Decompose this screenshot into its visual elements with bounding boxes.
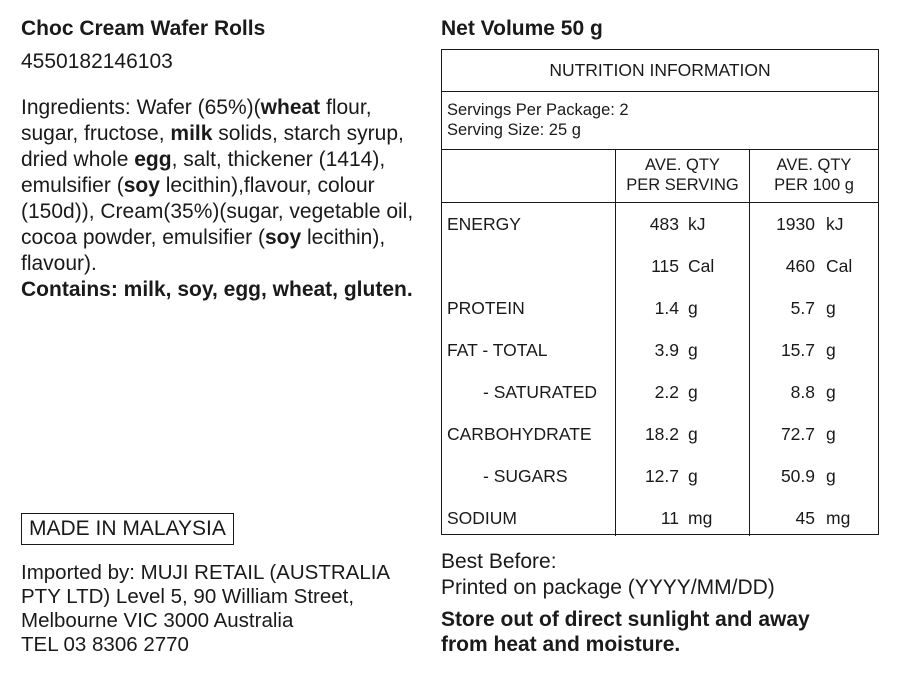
per100-unit: mg <box>826 508 851 528</box>
per-serving-values: 483 kJ 115 Cal 1.4 g 3.9 g 2.2 g 18.2 g … <box>616 203 750 536</box>
header-line: AVE. QTY <box>645 156 720 174</box>
per-100g-header: AVE. QTY PER 100 g <box>750 150 878 202</box>
serving-value: 2.2 <box>654 382 679 402</box>
ingredients-part: flour, sugar, fructose, <box>21 96 372 145</box>
nutrient-label: ENERGY <box>447 214 521 234</box>
per100-unit: kJ <box>826 214 844 234</box>
per100-unit: g <box>826 466 836 486</box>
serving-unit: kJ <box>688 214 706 234</box>
serving-unit: g <box>688 298 698 318</box>
per100-unit: Cal <box>826 256 853 276</box>
ingredients-part: solids, starch syrup, dried whole <box>21 122 404 171</box>
best-before-text: Printed on package (YYYY/MM/DD) <box>441 576 775 599</box>
origin-badge: MADE IN MALAYSIA <box>21 513 234 545</box>
header-line: AVE. QTY <box>776 156 852 174</box>
ingredients-part: Ingredients: Wafer (65%)( <box>21 96 261 119</box>
allergen-soy: soy <box>264 226 302 249</box>
serving-value: 18.2 <box>644 424 679 444</box>
per-100g-values: 1930 kJ 460 Cal 5.7 g 15.7 g 8.8 g 72.7 … <box>750 203 878 536</box>
nutrient-label: CARBOHYDRATE <box>447 424 592 444</box>
per100-value: 460 <box>785 256 815 276</box>
per100-value: 45 <box>795 508 815 528</box>
net-volume: Net Volume 50 g <box>441 17 603 40</box>
serving-value: 1.4 <box>654 298 679 318</box>
per100-value: 50.9 <box>780 466 815 486</box>
storage-instructions: Store out of direct sunlight and away fr… <box>441 608 810 656</box>
per100-unit: g <box>826 340 836 360</box>
serving-unit: g <box>688 382 698 402</box>
label-column-header <box>442 150 616 202</box>
serving-value: 115 <box>651 256 679 276</box>
serving-unit: mg <box>688 508 713 528</box>
ingredients-part: lecithin), flavour). <box>21 226 386 275</box>
importer-phone: TEL 03 8306 2770 <box>21 633 189 656</box>
allergen-soy: soy <box>123 174 160 197</box>
header-line: PER 100 g <box>774 176 854 194</box>
importer-line: PTY LTD) Level 5, 90 William Street, <box>21 585 355 608</box>
importer-line: Melbourne VIC 3000 Australia <box>21 609 294 632</box>
importer-details: Imported by: MUJI RETAIL (AUSTRALIA PTY … <box>21 561 431 657</box>
importer-line: Imported by: MUJI RETAIL (AUSTRALIA <box>21 561 391 584</box>
per100-value: 1930 <box>776 214 815 234</box>
ingredients-part: lecithin),flavour, colour (150d)), Cream… <box>21 174 414 249</box>
serving-size: Serving Size: 25 g <box>447 121 581 139</box>
serving-info: Servings Per Package: 2 Serving Size: 25… <box>442 92 878 150</box>
best-before-label: Best Before: <box>441 550 557 573</box>
serving-unit: g <box>688 340 698 360</box>
serving-value: 483 <box>649 214 679 234</box>
nutrient-label: - SATURATED <box>483 382 598 402</box>
allergen-wheat: wheat <box>260 96 321 119</box>
serving-unit: g <box>688 466 698 486</box>
serving-unit: g <box>688 424 698 444</box>
per100-value: 72.7 <box>780 424 815 444</box>
ingredients-part: , salt, thickener (1414), emulsifier ( <box>21 148 386 197</box>
nutrition-heading: NUTRITION INFORMATION <box>442 50 878 92</box>
serving-value: 11 <box>660 508 679 528</box>
nutrient-label: SODIUM <box>447 508 517 528</box>
contains-statement: Contains: milk, soy, egg, wheat, gluten. <box>21 278 413 301</box>
nutrition-panel: NUTRITION INFORMATION Servings Per Packa… <box>441 49 879 536</box>
per100-value: 5.7 <box>790 298 815 318</box>
header-line: PER SERVING <box>626 176 739 194</box>
per100-unit: g <box>826 298 836 318</box>
ingredients-text: Ingredients: Wafer (65%)(wheat flour, su… <box>21 95 431 303</box>
allergen-egg: egg <box>134 148 172 171</box>
serving-value: 3.9 <box>654 340 679 360</box>
nutrient-labels: ENERGY PROTEIN FAT - TOTAL - SATURATED C… <box>442 203 616 536</box>
product-name: Choc Cream Wafer Rolls <box>21 17 266 40</box>
nutrient-label: PROTEIN <box>447 298 525 318</box>
per100-value: 15.7 <box>780 340 815 360</box>
per100-value: 8.8 <box>790 382 815 402</box>
servings-per-package: Servings Per Package: 2 <box>447 101 629 119</box>
best-before: Best Before: Printed on package (YYYY/MM… <box>441 549 775 601</box>
per100-unit: g <box>826 382 836 402</box>
per100-unit: g <box>826 424 836 444</box>
nutrient-label: FAT - TOTAL <box>447 340 548 360</box>
column-headers: AVE. QTY PER SERVING AVE. QTY PER 100 g <box>442 150 878 203</box>
nutrient-label: - SUGARS <box>483 466 568 486</box>
nutrient-rows: ENERGY PROTEIN FAT - TOTAL - SATURATED C… <box>442 203 878 536</box>
barcode-number: 4550182146103 <box>21 50 173 73</box>
allergen-milk: milk <box>170 122 213 145</box>
per-serving-header: AVE. QTY PER SERVING <box>616 150 750 202</box>
serving-value: 12.7 <box>644 466 679 486</box>
serving-unit: Cal <box>688 256 715 276</box>
